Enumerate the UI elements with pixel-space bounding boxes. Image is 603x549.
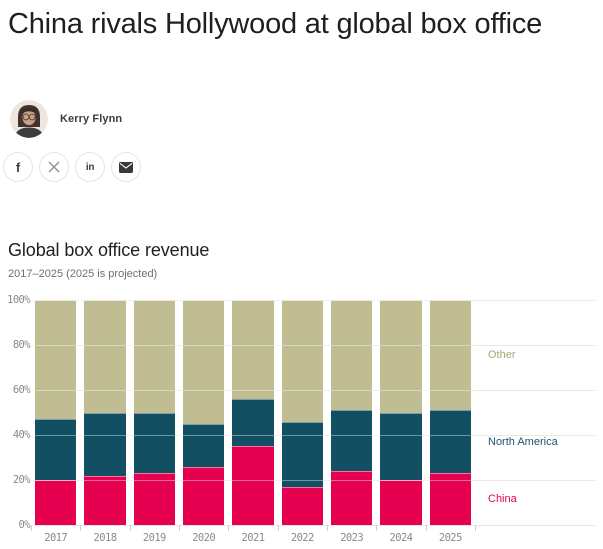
share-x-button[interactable] <box>39 152 69 182</box>
bar-segment-china-2023 <box>330 471 373 525</box>
share-email-button[interactable] <box>111 152 141 182</box>
bar-slot-2023 <box>327 300 376 525</box>
chart-subtitle: 2017–2025 (2025 is projected) <box>8 268 158 280</box>
x-axis-tick <box>376 525 378 531</box>
x-axis-label-2017: 2017 <box>44 532 68 544</box>
author-avatar[interactable] <box>10 100 48 138</box>
bar-segment-north-america-2024 <box>380 412 422 480</box>
gridline-overlay-20 <box>31 480 475 481</box>
bar-segment-china-2022 <box>281 486 323 525</box>
x-twitter-icon <box>48 161 60 173</box>
email-icon <box>119 161 133 173</box>
x-axis-tick <box>80 525 82 531</box>
bar-slot-2021 <box>228 300 277 525</box>
x-axis-label-2025: 2025 <box>438 532 462 544</box>
bar-segment-north-america-2025 <box>429 410 471 474</box>
linkedin-icon: in <box>85 161 95 173</box>
gridline-overlay-80 <box>31 345 475 346</box>
gridline-0 <box>33 525 595 526</box>
bar-segment-north-america-2021 <box>232 399 274 447</box>
x-axis-tick <box>277 525 279 531</box>
x-axis-label-2020: 2020 <box>192 532 216 544</box>
bar-segment-china-2017 <box>35 480 77 525</box>
bar-segment-china-2019 <box>133 473 175 525</box>
article-headline: China rivals Hollywood at global box off… <box>8 8 543 40</box>
bar-2020 <box>182 300 225 525</box>
x-axis-tick <box>228 525 230 531</box>
bar-segment-north-america-2020 <box>182 423 225 467</box>
y-axis-label: 0% <box>18 519 31 531</box>
share-facebook-button[interactable]: f <box>3 152 33 182</box>
bar-2018 <box>84 300 126 525</box>
gridline-overlay-40 <box>31 435 475 436</box>
x-axis-label-2019: 2019 <box>142 532 166 544</box>
bar-2017 <box>35 300 77 525</box>
x-axis-tick <box>474 525 476 531</box>
bar-segment-north-america-2022 <box>281 421 323 487</box>
bar-segment-china-2021 <box>232 446 274 525</box>
avatar-photo <box>10 100 48 138</box>
bar-segment-other-2018 <box>84 300 126 413</box>
share-linkedin-button[interactable]: in <box>75 152 105 182</box>
gridline-overlay-100 <box>31 300 475 301</box>
bar-segment-north-america-2023 <box>330 410 373 471</box>
bar-segment-other-2019 <box>133 300 175 413</box>
gridline-overlay-60 <box>31 390 475 391</box>
x-axis-label-2022: 2022 <box>290 532 314 544</box>
x-axis-label-2023: 2023 <box>340 532 364 544</box>
x-axis-label-2018: 2018 <box>93 532 117 544</box>
x-axis-label-2024: 2024 <box>389 532 413 544</box>
bar-segment-other-2025 <box>429 300 471 411</box>
facebook-icon: f <box>15 159 21 175</box>
bar-segment-other-2017 <box>35 300 77 420</box>
bar-2019 <box>133 300 175 525</box>
bar-segment-china-2024 <box>380 480 422 525</box>
bar-slot-2020 <box>179 300 228 525</box>
share-row: f in <box>3 152 141 182</box>
bar-slot-2018 <box>80 300 129 525</box>
bar-slot-2024 <box>376 300 425 525</box>
bar-2021 <box>232 300 274 525</box>
bar-segment-north-america-2018 <box>84 412 126 476</box>
bar-segment-other-2023 <box>330 300 373 411</box>
x-axis-tick <box>326 525 328 531</box>
bar-segment-north-america-2019 <box>133 412 175 474</box>
y-axis-label: 60% <box>12 384 31 396</box>
y-axis-label: 20% <box>12 474 31 486</box>
bar-segment-other-2021 <box>232 300 274 399</box>
bar-2024 <box>380 300 422 525</box>
legend-label-other: Other <box>488 349 516 362</box>
x-axis-tick <box>425 525 427 531</box>
bar-slot-2022 <box>278 300 327 525</box>
bars-area <box>31 300 475 525</box>
bar-segment-china-2018 <box>84 475 126 525</box>
author-name[interactable]: Kerry Flynn <box>60 113 123 125</box>
chart-title: Global box office revenue <box>8 240 210 260</box>
y-axis-label: 40% <box>12 429 31 441</box>
bar-slot-2025 <box>426 300 475 525</box>
legend-label-north-america: North America <box>488 435 558 448</box>
bar-segment-china-2020 <box>182 466 225 525</box>
legend-label-china: China <box>488 493 517 506</box>
bar-2025 <box>429 300 471 525</box>
bar-slot-2017 <box>31 300 80 525</box>
x-axis-tick <box>178 525 180 531</box>
y-axis-label: 80% <box>12 339 31 351</box>
bar-segment-north-america-2017 <box>35 419 77 480</box>
bar-2023 <box>330 300 373 525</box>
x-axis-label-2021: 2021 <box>241 532 265 544</box>
x-axis-tick <box>129 525 131 531</box>
bar-2022 <box>281 300 323 525</box>
bar-slot-2019 <box>130 300 179 525</box>
x-axis-tick <box>31 525 32 531</box>
bar-segment-other-2020 <box>182 300 225 424</box>
bar-segment-other-2024 <box>380 300 422 413</box>
bar-segment-china-2025 <box>429 473 471 525</box>
stacked-bar-chart: 0% 20% 40% 60% 80% 100% 2017 2018 2019 2020 2021 20… <box>0 290 603 549</box>
bar-segment-other-2022 <box>281 300 323 422</box>
byline[interactable]: Kerry Flynn <box>10 100 122 138</box>
y-axis-label: 100% <box>7 294 30 306</box>
